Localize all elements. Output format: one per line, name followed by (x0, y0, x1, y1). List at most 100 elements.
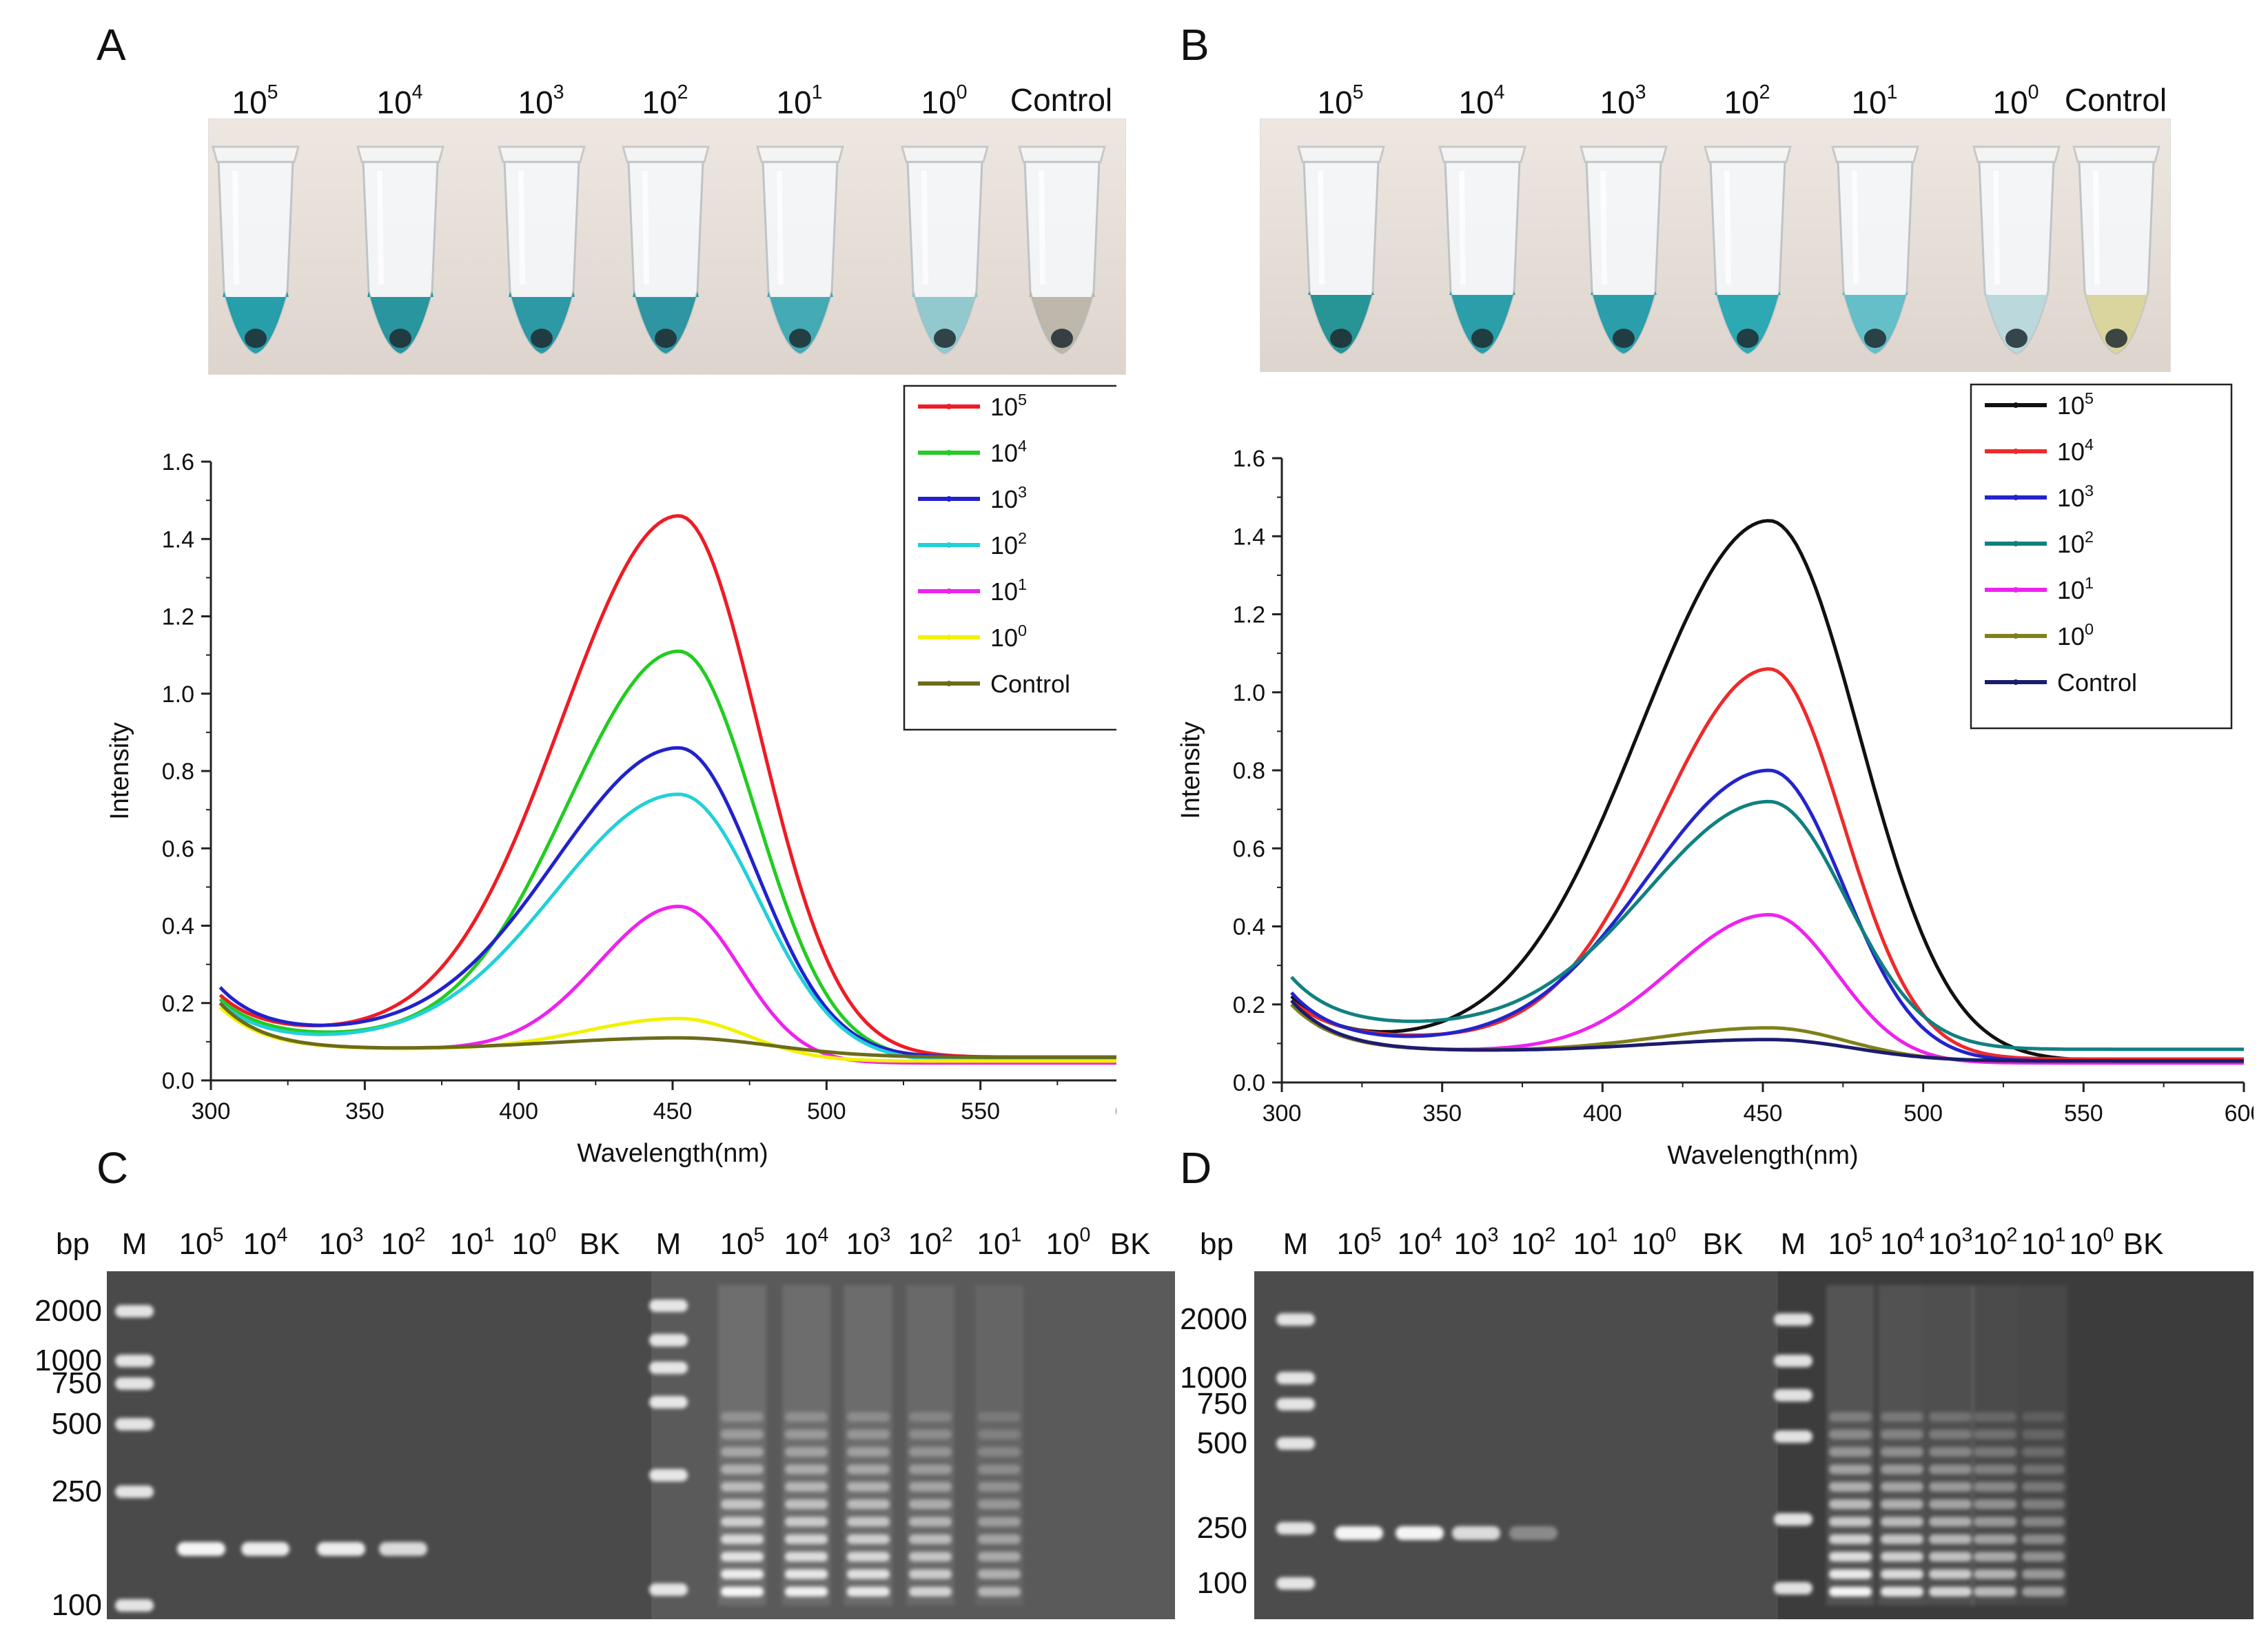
lane-label: 104 (1880, 1224, 1925, 1261)
ladder-band (2022, 1587, 2065, 1596)
tube-label-exponent: 4 (1493, 81, 1505, 103)
tube-cap (1704, 145, 1792, 163)
tube-cap (356, 145, 445, 163)
legend-label: 102 (990, 529, 1027, 559)
tube-pellet (655, 329, 677, 348)
ladder-band (785, 1517, 828, 1527)
tube (1018, 145, 1106, 355)
tube-highlight (232, 170, 239, 285)
tube-liquid (767, 291, 833, 353)
tube (498, 145, 586, 355)
ladder-band (1829, 1481, 1872, 1492)
legend-marker (2013, 679, 2019, 685)
tube-label: 105 (1278, 81, 1402, 121)
panel-letter-c: C (96, 1143, 129, 1193)
ladder-band (909, 1552, 952, 1562)
ladder-band (847, 1517, 890, 1527)
ladder-band (1829, 1587, 1872, 1596)
tube-label: 103 (479, 81, 603, 121)
tube-liquid (509, 291, 575, 353)
ladder-band (721, 1447, 764, 1457)
marker-band (1276, 1398, 1315, 1410)
bp-tick-label: 2000 (1180, 1302, 1247, 1336)
ladder-band (785, 1429, 828, 1439)
ladder-band (785, 1552, 828, 1562)
y-tick-label: 0.2 (1233, 992, 1265, 1018)
lane-label: BK (1110, 1227, 1151, 1261)
marker-band (115, 1377, 154, 1390)
ladder-band (1974, 1517, 2016, 1527)
marker-band (115, 1418, 154, 1430)
tube-liquid (1842, 291, 1908, 353)
tube-liquid (633, 291, 699, 353)
tube-cap (622, 145, 710, 163)
tube-liquid (1591, 291, 1657, 353)
tube (212, 145, 300, 355)
y-tick-label: 1.0 (162, 681, 194, 708)
ladder-band (785, 1499, 828, 1510)
tube-label-base: Control (1010, 82, 1113, 118)
bp-tick-label: 2000 (34, 1294, 102, 1328)
ladder-band (909, 1499, 952, 1510)
ladder-band (978, 1534, 1021, 1544)
bp-header: bp (1200, 1227, 1234, 1261)
amplification-lane (718, 1285, 766, 1605)
legend-label: 103 (2057, 482, 2094, 512)
legend-label: Control (2057, 668, 2137, 697)
tube-label-base: 10 (1724, 84, 1759, 121)
ladder-band (1829, 1412, 1872, 1422)
sample-band (177, 1542, 225, 1556)
ladder-band (909, 1534, 952, 1544)
ladder-band (847, 1534, 890, 1544)
ladder-band (785, 1587, 828, 1596)
ladder-band (909, 1464, 952, 1475)
tube-label: 104 (338, 81, 462, 121)
legend-marker (2013, 449, 2019, 454)
lane-label: 105 (1337, 1224, 1382, 1261)
ladder-band (1881, 1429, 1923, 1439)
x-axis-label: Wavelength(nm) (577, 1139, 768, 1168)
legend-label: 102 (2057, 528, 2094, 558)
series-line (1290, 1003, 2244, 1063)
legend-marker (946, 404, 952, 409)
tube-pellet (389, 329, 411, 348)
sample-band (1396, 1526, 1444, 1540)
ladder-band (1881, 1464, 1923, 1475)
ladder-band (847, 1464, 890, 1475)
tube-liquid (1715, 291, 1781, 353)
lane-label: 104 (1398, 1224, 1442, 1261)
tube-label-base: 10 (921, 84, 957, 121)
bp-header: bp (56, 1227, 90, 1261)
marker-band (115, 1355, 154, 1367)
ladder-band (1929, 1464, 1972, 1475)
x-tick-label: 300 (192, 1098, 231, 1124)
x-tick-label: 450 (653, 1098, 693, 1124)
tube-label: Control (999, 81, 1123, 119)
bp-tick-label: 500 (52, 1407, 102, 1441)
lane-label: 100 (1632, 1224, 1677, 1261)
lane-label: 100 (512, 1224, 557, 1261)
ladder-band (785, 1464, 828, 1475)
y-tick-label: 0.6 (162, 836, 194, 862)
tube-highlight (1459, 170, 1466, 285)
ladder-band (1829, 1447, 1872, 1457)
marker-band (1774, 1430, 1812, 1443)
tube-label-exponent: 4 (411, 81, 423, 103)
tube-liquid (223, 291, 289, 353)
tube-pellet (1613, 329, 1635, 348)
legend-marker (946, 588, 952, 594)
ladder-band (1881, 1534, 1923, 1544)
tube-label-exponent: 1 (811, 81, 823, 103)
marker-band (1774, 1582, 1812, 1594)
amplification-lane (906, 1285, 954, 1605)
marker-band (115, 1599, 154, 1612)
ladder-band (909, 1517, 952, 1527)
lane-label: BK (1703, 1227, 1744, 1261)
tube-cap (212, 145, 300, 163)
bp-tick-label: 500 (1197, 1426, 1247, 1460)
lane-label: 102 (1511, 1224, 1556, 1261)
lane-label: 101 (2021, 1224, 2066, 1261)
lane-label: 103 (1928, 1224, 1973, 1261)
x-tick-label: 550 (2064, 1100, 2103, 1127)
